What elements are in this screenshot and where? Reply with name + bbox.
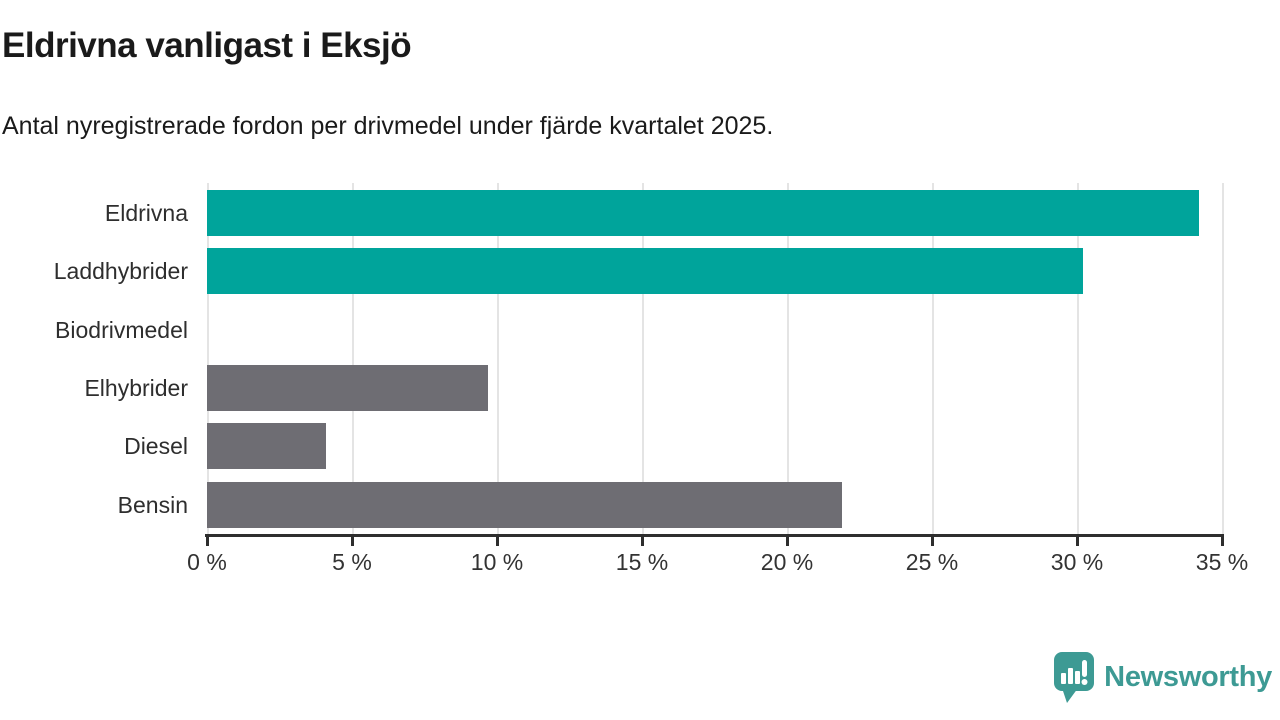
gridline	[1222, 183, 1224, 534]
gridline	[497, 183, 499, 534]
newsworthy-icon	[1054, 652, 1095, 703]
gridline	[352, 183, 354, 534]
axis-tick-label: 30 %	[1050, 549, 1104, 575]
gridline	[1077, 183, 1079, 534]
axis-tick	[351, 534, 354, 546]
category-label-elhybrider: Elhybrider	[84, 375, 188, 401]
axis-tick	[1221, 534, 1224, 546]
bar-bensin	[207, 482, 842, 528]
category-label-bensin: Bensin	[117, 492, 188, 518]
axis-tick-label: 15 %	[615, 549, 669, 575]
chart-subtitle: Antal nyregistrerade fordon per drivmede…	[2, 112, 774, 140]
chart-title: Eldrivna vanligast i Eksjö	[2, 26, 412, 65]
category-label-laddhybrider: Laddhybrider	[53, 258, 188, 284]
category-label-biodrivmedel: Biodrivmedel	[55, 317, 188, 343]
newsworthy-wordmark: Newsworthy	[1104, 660, 1272, 693]
newsworthy-logo[interactable]: Newsworthy	[1052, 650, 1272, 704]
gridline	[787, 183, 789, 534]
bar-row: Elhybrider	[84, 365, 1222, 411]
gridline	[932, 183, 934, 534]
axis-tick-label: 25 %	[905, 549, 959, 575]
bar-row: Bensin	[118, 482, 1222, 528]
bar-diesel	[207, 423, 326, 469]
axis-tick-label: 5 %	[332, 549, 372, 575]
axis-tick	[641, 534, 644, 546]
bar-elhybrider	[207, 365, 488, 411]
axis-tick-label: 0 %	[187, 549, 227, 575]
plot-area: Eldrivna Laddhybrider Biodrivmedel Elhybrid…	[54, 183, 1224, 534]
axis-tick	[786, 534, 789, 546]
bar-row: Laddhybrider	[54, 248, 1222, 294]
gridline	[207, 183, 209, 534]
x-axis-line	[205, 534, 1223, 537]
bar-row: Diesel	[124, 423, 1222, 469]
category-label-diesel: Diesel	[124, 433, 188, 459]
axis-tick-label: 20 %	[760, 549, 814, 575]
axis-tick-label: 35 %	[1195, 549, 1249, 575]
bar-laddhybrider	[207, 248, 1083, 294]
gridline	[642, 183, 644, 534]
axis-tick	[496, 534, 499, 546]
bar-row: Biodrivmedel	[55, 307, 1222, 353]
axis-tick	[931, 534, 934, 546]
axis-tick	[206, 534, 209, 546]
bar-row: Eldrivna	[105, 190, 1222, 236]
category-label-eldrivna: Eldrivna	[104, 200, 188, 226]
axis-tick-label: 10 %	[470, 549, 524, 575]
axis-tick	[1076, 534, 1079, 546]
bar-eldrivna	[207, 190, 1199, 236]
